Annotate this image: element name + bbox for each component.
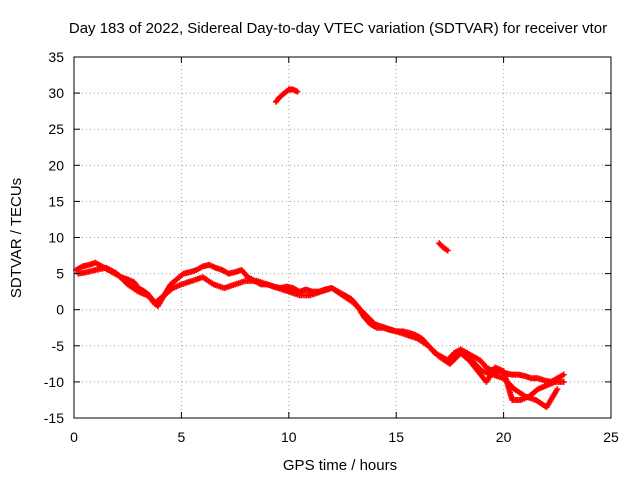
y-tick-label: 0 [56, 302, 64, 318]
chart-title: Day 183 of 2022, Sidereal Day-to-day VTE… [69, 20, 607, 37]
y-tick-label: -10 [44, 374, 64, 390]
y-tick-label: 30 [48, 85, 64, 101]
x-tick-labels: 0 5 10 15 20 25 [70, 429, 619, 445]
y-tick-label: 15 [48, 193, 64, 209]
x-axis-label: GPS time / hours [283, 457, 397, 474]
y-tick-label: 10 [48, 230, 64, 246]
x-tick-label: 5 [178, 429, 186, 445]
data-point [560, 371, 567, 378]
x-tick-label: 20 [496, 429, 512, 445]
x-tick-label: 0 [70, 429, 78, 445]
series-isolated-arc-30 [272, 86, 301, 105]
data-point [554, 386, 561, 393]
data-point [444, 247, 451, 254]
y-tick-label: -15 [44, 410, 64, 426]
data-series [73, 86, 567, 411]
x-tick-label: 25 [603, 429, 619, 445]
grid-lines [74, 57, 611, 418]
y-tick-label: 20 [48, 157, 64, 173]
x-tick-label: 15 [388, 429, 404, 445]
y-tick-label: 25 [48, 121, 64, 137]
y-tick-labels: -15 -10 -5 0 5 10 15 20 25 30 35 [44, 49, 64, 426]
y-axis-label: SDTVAR / TECUs [8, 178, 25, 298]
y-tick-label: 5 [56, 266, 64, 282]
y-tick-label: 35 [48, 49, 64, 65]
axis-ticks [73, 56, 612, 419]
data-point [560, 378, 567, 385]
series-secondary-trace [75, 264, 561, 411]
data-point [294, 88, 301, 95]
series-isolated-arc-9 [436, 240, 451, 254]
series-branch-trace [457, 350, 567, 403]
y-tick-label: -5 [52, 338, 65, 354]
series-main-trace [73, 259, 567, 385]
x-tick-label: 10 [281, 429, 297, 445]
